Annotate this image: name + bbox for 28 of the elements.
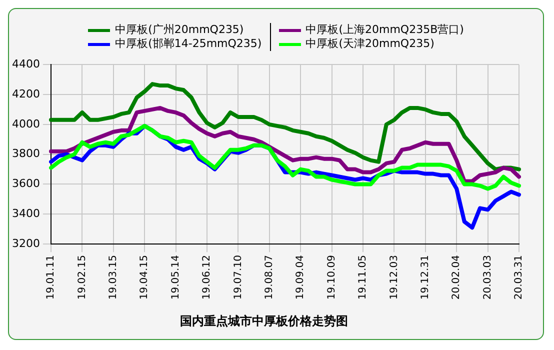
x-tick-label: 19.09.04 (295, 255, 306, 300)
y-tick-label: 4400 (12, 57, 40, 70)
x-tick-label: 19.12.03 (388, 255, 400, 300)
text: 国内重点城市中厚板价格走势图 (180, 314, 348, 328)
legend-label: 中厚板(上海20mmQ235B营口) (306, 23, 464, 37)
x-tick-label: 19.08.07 (264, 255, 275, 300)
x-tick-label: 19.12.31 (420, 255, 431, 300)
x-tick-label: 19.07.10 (232, 255, 244, 300)
y-tick-label: 4000 (12, 117, 40, 130)
x-tick-label: 20.03.03 (482, 255, 494, 300)
x-tick-label: 19.04.15 (139, 255, 150, 300)
x-tick-label: 19.01.11 (46, 255, 57, 300)
x-tick-label: 20.03.31 (514, 255, 525, 300)
y-tick-label: 3800 (12, 147, 40, 160)
x-tick-label: 19.06.12 (202, 255, 213, 300)
legend-label: 中厚板(天津20mmQ235) (306, 37, 434, 51)
x-tick-label: 19.05.14 (170, 255, 182, 300)
y-tick-label: 3600 (12, 177, 40, 190)
x-tick-label: 19.02.15 (76, 255, 88, 300)
x-tick-label: 19.10.09 (326, 255, 338, 300)
x-tick-label: 19.03.15 (108, 255, 119, 300)
y-tick-label: 3400 (12, 207, 40, 220)
x-tick-label: 19.11.05 (358, 255, 369, 300)
y-tick-label: 4200 (12, 87, 40, 100)
legend-label: 中厚板(广州20mmQ235) (115, 23, 244, 37)
y-tick-label: 3200 (12, 236, 40, 250)
x-tick-label: 20.02.04 (451, 255, 462, 300)
legend-label: 中厚板(邯郸14-25mmQ235) (115, 37, 262, 51)
